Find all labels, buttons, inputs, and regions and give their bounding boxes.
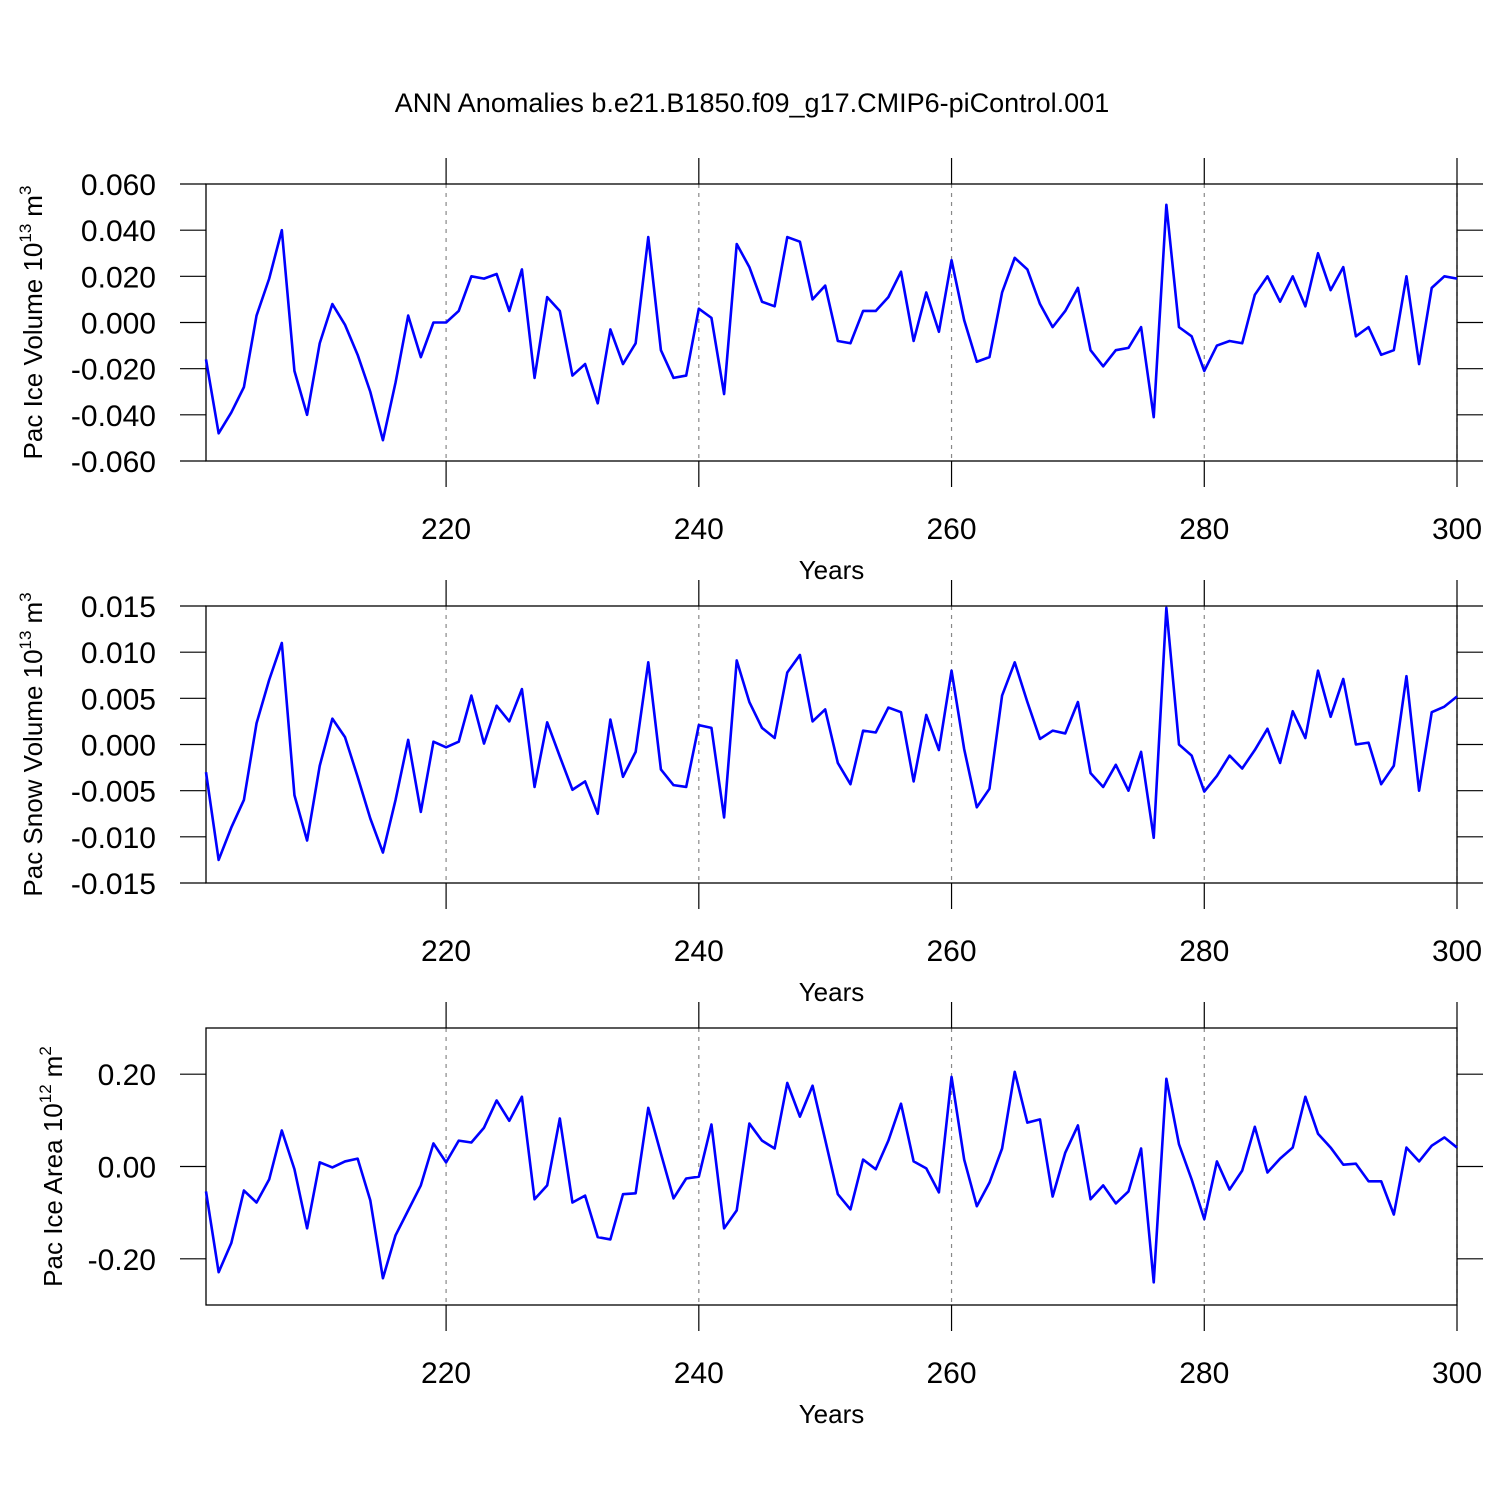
x-tick-label: 220: [421, 935, 471, 968]
y-axis-label-part: Pac Ice Volume 10: [18, 243, 48, 460]
y-axis-label-part: 12: [36, 1084, 55, 1103]
y-tick-label: 0.000: [81, 308, 156, 341]
y-tick-label: 0.010: [81, 637, 156, 670]
y-axis-label: Pac Ice Area 1012 m2: [36, 1046, 68, 1287]
x-tick-label: 300: [1432, 513, 1482, 546]
x-tick-label: 240: [674, 1357, 724, 1390]
x-tick-label: 240: [674, 935, 724, 968]
y-tick-label: -0.20: [88, 1244, 156, 1277]
y-tick-label: 0.20: [98, 1059, 156, 1092]
x-tick-label: 260: [927, 513, 977, 546]
y-tick-label: 0.040: [81, 215, 156, 248]
y-axis-label-part: 3: [16, 186, 35, 195]
y-axis-label-part: m: [18, 195, 48, 217]
y-axis-label-part: 13: [16, 631, 35, 650]
x-axis-label: Years: [799, 1399, 865, 1429]
plot-frame: [205, 1027, 1458, 1306]
figure-title: ANN Anomalies b.e21.B1850.f09_g17.CMIP6-…: [395, 88, 1109, 118]
y-axis-label-part: Pac Snow Volume 10: [18, 649, 48, 896]
y-tick-label: -0.015: [71, 868, 156, 901]
y-tick-label: 0.015: [81, 591, 156, 624]
x-tick-label: 280: [1179, 1357, 1229, 1390]
x-tick-label: 300: [1432, 935, 1482, 968]
y-tick-label: -0.005: [71, 776, 156, 809]
x-tick-label: 220: [421, 513, 471, 546]
x-tick-label: 300: [1432, 1357, 1482, 1390]
x-axis-label: Years: [799, 977, 865, 1007]
y-axis-label-part: m: [18, 602, 48, 624]
y-tick-label: 0.005: [81, 683, 156, 716]
x-axis-label: Years: [799, 555, 865, 585]
data-line: [204, 1070, 1458, 1284]
y-axis-label-part: 13: [16, 224, 35, 243]
x-tick-label: 280: [1179, 513, 1229, 546]
y-tick-label: -0.010: [71, 822, 156, 855]
x-tick-label: 280: [1179, 935, 1229, 968]
y-tick-label: 0.00: [98, 1152, 156, 1185]
data-line: [204, 203, 1458, 442]
y-axis-label-part: 2: [36, 1046, 55, 1055]
y-tick-label: -0.060: [71, 446, 156, 479]
y-tick-label: 0.020: [81, 261, 156, 294]
x-tick-label: 240: [674, 513, 724, 546]
y-axis-label-part: 3: [16, 592, 35, 601]
y-axis-label: Pac Snow Volume 1013 m3: [16, 592, 48, 896]
x-tick-label: 260: [927, 1357, 977, 1390]
x-tick-label: 220: [421, 1357, 471, 1390]
plot-frame: [205, 605, 1458, 884]
y-axis-label-part: m: [38, 1056, 68, 1078]
x-tick-label: 260: [927, 935, 977, 968]
y-tick-label: -0.040: [71, 400, 156, 433]
y-tick-label: 0.060: [81, 169, 156, 202]
y-tick-label: 0.000: [81, 730, 156, 763]
data-line: [204, 606, 1458, 862]
y-axis-label: Pac Ice Volume 1013 m3: [16, 186, 48, 460]
y-axis-label-part: Pac Ice Area 10: [38, 1103, 68, 1287]
plot-frame: [205, 183, 1458, 462]
y-tick-label: -0.020: [71, 354, 156, 387]
